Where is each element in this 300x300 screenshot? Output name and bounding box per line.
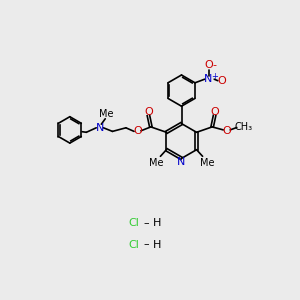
Text: Me: Me	[149, 158, 164, 168]
Text: Me: Me	[200, 158, 214, 168]
Text: -: -	[212, 60, 217, 70]
Text: –: –	[144, 218, 149, 229]
Text: –: –	[144, 239, 149, 250]
Text: +: +	[211, 72, 217, 81]
Text: CH₃: CH₃	[235, 122, 253, 132]
Text: O: O	[217, 76, 226, 86]
Text: O: O	[210, 107, 219, 117]
Text: O: O	[134, 126, 142, 136]
Text: Cl: Cl	[128, 218, 139, 229]
Text: O: O	[144, 107, 153, 117]
Text: H: H	[153, 239, 162, 250]
Text: N: N	[96, 123, 104, 133]
Text: Me: Me	[100, 109, 114, 119]
Text: O: O	[204, 60, 213, 70]
Text: N: N	[204, 74, 213, 84]
Text: O: O	[222, 125, 231, 136]
Text: H: H	[153, 218, 162, 229]
Text: N: N	[177, 157, 186, 167]
Text: Cl: Cl	[128, 239, 139, 250]
